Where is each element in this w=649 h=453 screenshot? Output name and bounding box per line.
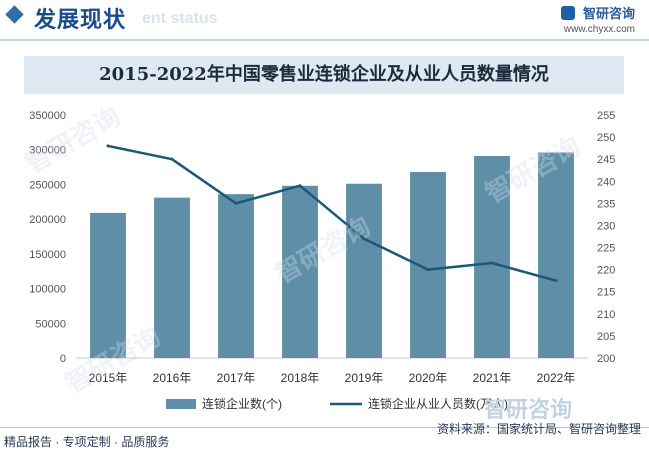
- series-line: [107, 144, 557, 282]
- bar: [154, 197, 190, 358]
- brand-name: 智研咨询: [582, 6, 635, 21]
- y-left-tick-label: 0: [60, 353, 66, 365]
- y-right-tick-label: 205: [597, 331, 615, 343]
- header: 发展现状 ent status 智研咨询 www.chyxx.com: [0, 0, 649, 35]
- line-point: [554, 279, 558, 283]
- legend-bar-swatch: [166, 399, 196, 409]
- y-left-tick-label: 300000: [29, 145, 66, 157]
- bar: [538, 152, 574, 358]
- brand: 智研咨询 www.chyxx.com: [560, 3, 635, 35]
- chart-title-bar: 2015-2022年中国零售业连锁企业及从业人员数量情况: [24, 56, 624, 94]
- x-tick-label: 2022年: [537, 371, 576, 385]
- x-tick-label: 2021年: [473, 371, 512, 385]
- y-right-tick-label: 235: [597, 198, 615, 210]
- y-right-tick-label: 215: [597, 287, 615, 299]
- line-point: [106, 144, 110, 148]
- x-tick-label: 2016年: [153, 371, 192, 385]
- y-left-tick-label: 350000: [29, 110, 66, 122]
- y-right-tick-label: 200: [597, 353, 615, 365]
- y-right-tick-label: 210: [597, 309, 615, 321]
- bar: [410, 171, 446, 358]
- line-point: [426, 268, 430, 272]
- x-tick-label: 2019年: [345, 371, 384, 385]
- bar: [218, 194, 254, 358]
- brand-url: www.chyxx.com: [563, 24, 635, 35]
- section-subtitle-ghost: ent status: [142, 10, 218, 27]
- line-point: [490, 261, 494, 265]
- legend-line-label: 连锁企业从业人员数(万人): [368, 396, 508, 411]
- legend-bar-label: 连锁企业数(个): [202, 396, 282, 411]
- line-point: [362, 237, 366, 241]
- header-divider: [0, 39, 649, 41]
- y-left-tick-label: 250000: [29, 179, 66, 191]
- bar: [90, 212, 126, 358]
- bar: [282, 185, 318, 358]
- bottom-brand: 智研咨询: [484, 397, 573, 422]
- y-right-tick-label: 255: [597, 110, 615, 122]
- x-tick-label: 2017年: [217, 371, 256, 385]
- y-left-tick-label: 100000: [29, 284, 66, 296]
- footer-source: 资料来源：国家统计局、智研咨询整理: [436, 422, 641, 436]
- y-right-tick-label: 250: [597, 132, 615, 144]
- footer-divider: [0, 427, 649, 428]
- chart-title: 2015-2022年中国零售业连锁企业及从业人员数量情况: [99, 64, 549, 85]
- line-point: [298, 184, 302, 188]
- y-left-tick-label: 150000: [29, 249, 66, 261]
- section-title: 发展现状: [34, 7, 127, 32]
- line-point: [234, 201, 238, 205]
- x-tick-label: 2020年: [409, 371, 448, 385]
- x-tick-label: 2018年: [281, 371, 320, 385]
- y-right-tick-label: 240: [597, 176, 615, 188]
- y-left-tick-label: 200000: [29, 214, 66, 226]
- line-point: [170, 157, 174, 161]
- y-left-tick-label: 50000: [35, 318, 66, 330]
- bar: [346, 183, 382, 358]
- bar: [474, 155, 510, 358]
- y-right-tick-label: 245: [597, 154, 615, 166]
- y-right-tick-label: 230: [597, 220, 615, 232]
- footer-slogan: 精品报告 · 专项定制 · 品质服务: [4, 435, 170, 449]
- y-right-tick-label: 225: [597, 243, 615, 255]
- x-tick-label: 2015年: [89, 371, 128, 385]
- y-right-tick-label: 220: [597, 265, 615, 277]
- brand-logo-icon: [560, 5, 575, 20]
